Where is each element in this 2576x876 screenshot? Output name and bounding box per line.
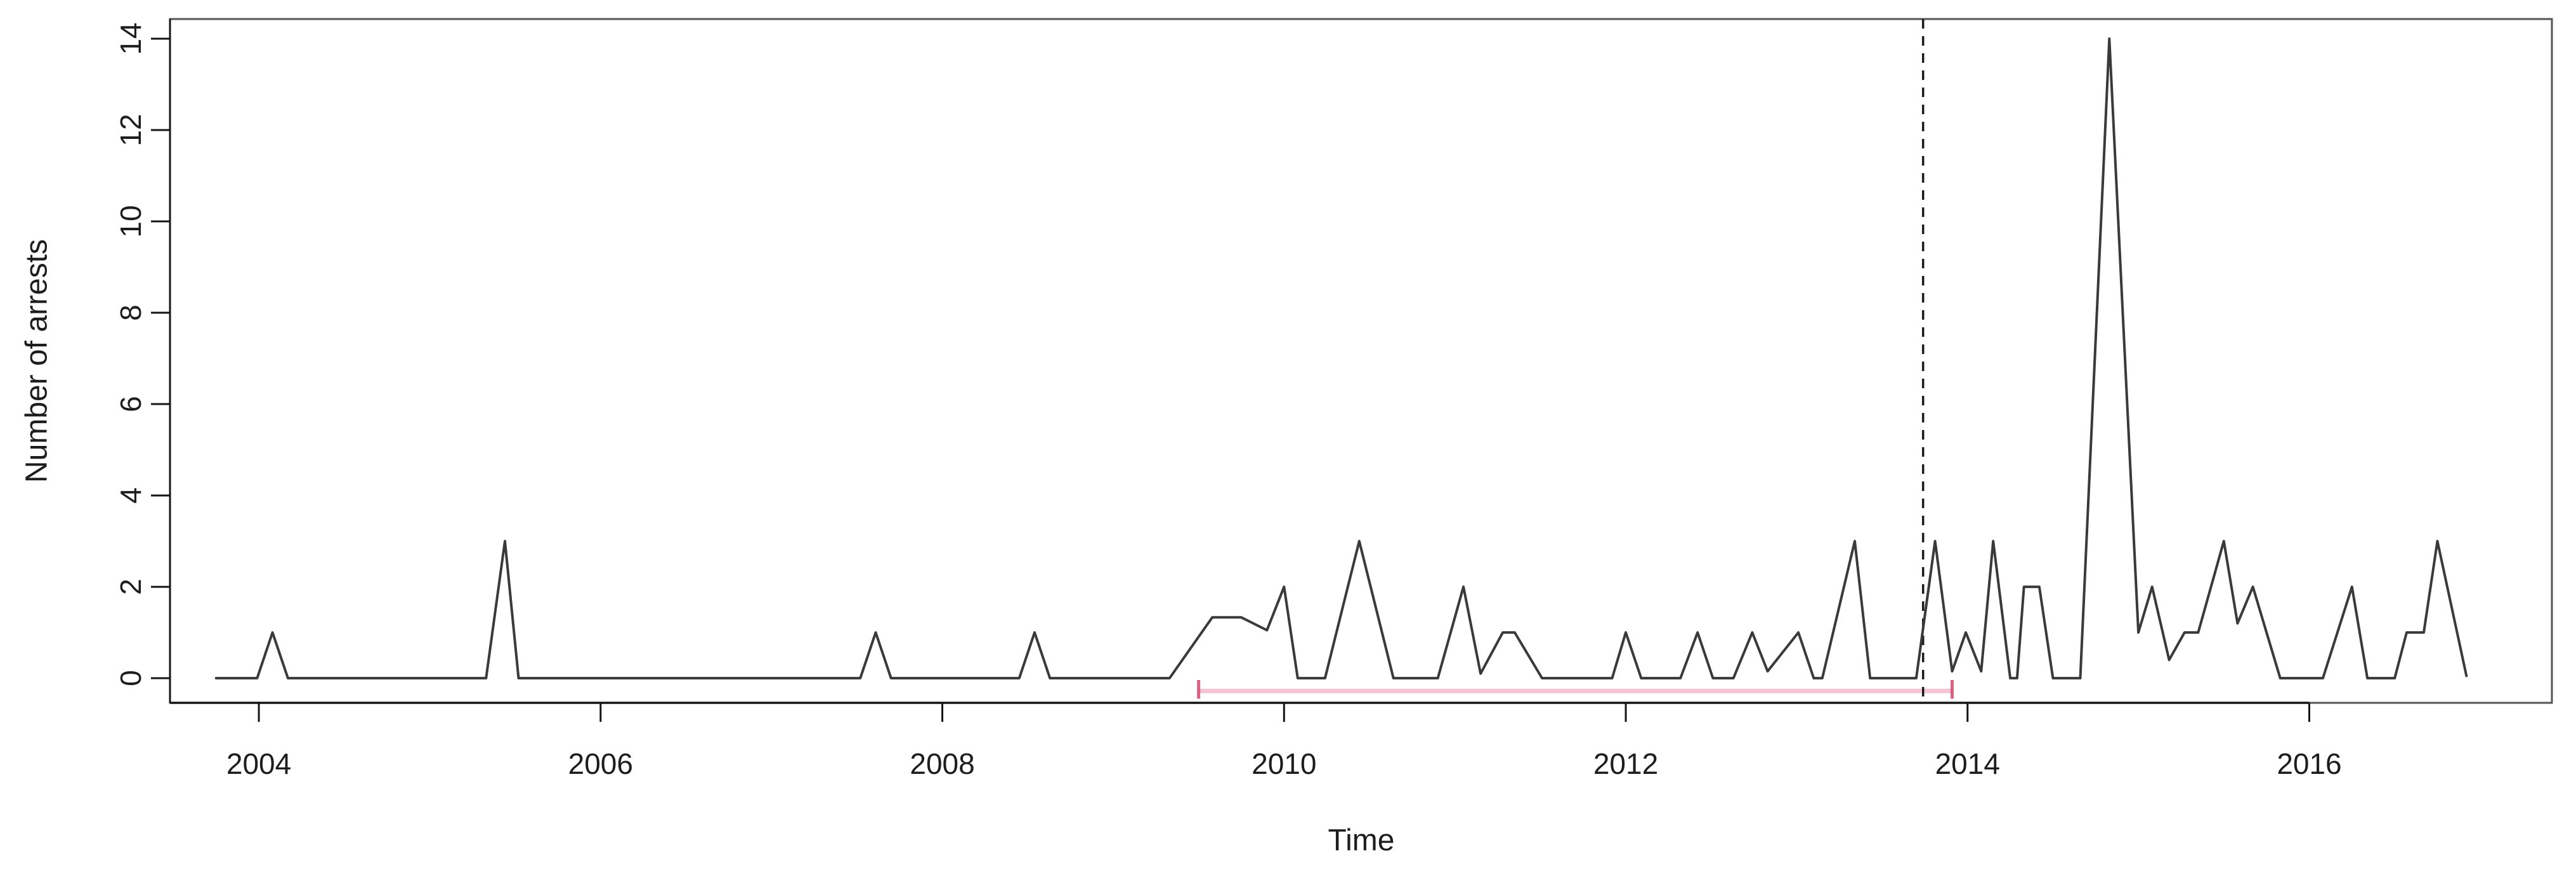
plot-box [169, 18, 2553, 704]
x-tick-label: 2010 [1252, 747, 1316, 780]
y-tick-label: 0 [114, 670, 147, 686]
y-tick-label: 6 [114, 396, 147, 412]
x-tick-label: 2008 [910, 747, 974, 780]
y-tick-label: 14 [114, 22, 147, 55]
x-tick-label: 2004 [226, 747, 291, 780]
y-tick-label: 12 [114, 114, 147, 146]
arrests-line-series [214, 37, 2468, 680]
y-tick-label: 8 [114, 304, 147, 321]
x-axis-title: Time [1328, 823, 1395, 858]
x-tick-label: 2006 [568, 747, 633, 780]
y-tick-label: 2 [114, 579, 147, 595]
y-tick-label: 4 [114, 487, 147, 504]
y-axis-title: Number of arrests [20, 239, 54, 483]
x-tick-label: 2012 [1593, 747, 1658, 780]
x-tick-label: 2014 [1935, 747, 2000, 780]
y-tick-label: 10 [114, 205, 147, 237]
x-tick-label: 2016 [2277, 747, 2341, 780]
